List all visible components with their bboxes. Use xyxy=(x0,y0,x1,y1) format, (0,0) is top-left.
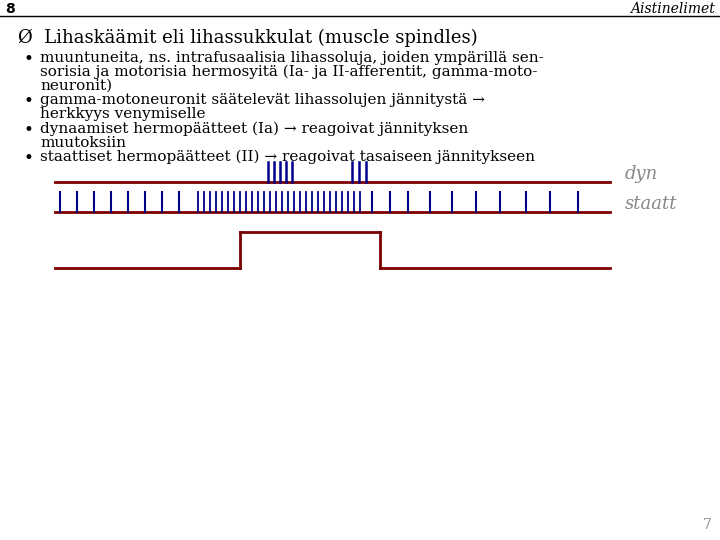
Text: •: • xyxy=(24,93,34,110)
Text: Aistinelimet: Aistinelimet xyxy=(630,2,715,16)
Text: dynaamiset hermopäätteet (Ia) → reagoivat jännityksen: dynaamiset hermopäätteet (Ia) → reagoiva… xyxy=(40,122,468,137)
Text: gamma-motoneuronit säätelevät lihassolujen jännitystä →: gamma-motoneuronit säätelevät lihassoluj… xyxy=(40,93,485,107)
Text: 8: 8 xyxy=(5,2,14,16)
Text: •: • xyxy=(24,150,34,167)
Text: muuntuneita, ns. intrafusaalisia lihassoluja, joiden ympärillä sen-: muuntuneita, ns. intrafusaalisia lihasso… xyxy=(40,51,544,65)
Text: herkkyys venymiselle: herkkyys venymiselle xyxy=(40,107,205,121)
Text: 7: 7 xyxy=(703,518,712,532)
Text: sorisia ja motorisia hermosyitä (Ia- ja II-afferentit, gamma-moto-: sorisia ja motorisia hermosyitä (Ia- ja … xyxy=(40,65,537,79)
Text: •: • xyxy=(24,51,34,68)
Text: neuronit): neuronit) xyxy=(40,79,112,93)
Text: Ø  Lihaskäämit eli lihassukkulat (muscle spindles): Ø Lihaskäämit eli lihassukkulat (muscle … xyxy=(18,29,477,48)
Text: muutoksiin: muutoksiin xyxy=(40,136,126,150)
Text: dyn: dyn xyxy=(625,165,658,183)
Text: staatt: staatt xyxy=(625,195,678,213)
Text: staattiset hermopäätteet (II) → reagoivat tasaiseen jännitykseen: staattiset hermopäätteet (II) → reagoiva… xyxy=(40,150,535,164)
Text: •: • xyxy=(24,122,34,139)
